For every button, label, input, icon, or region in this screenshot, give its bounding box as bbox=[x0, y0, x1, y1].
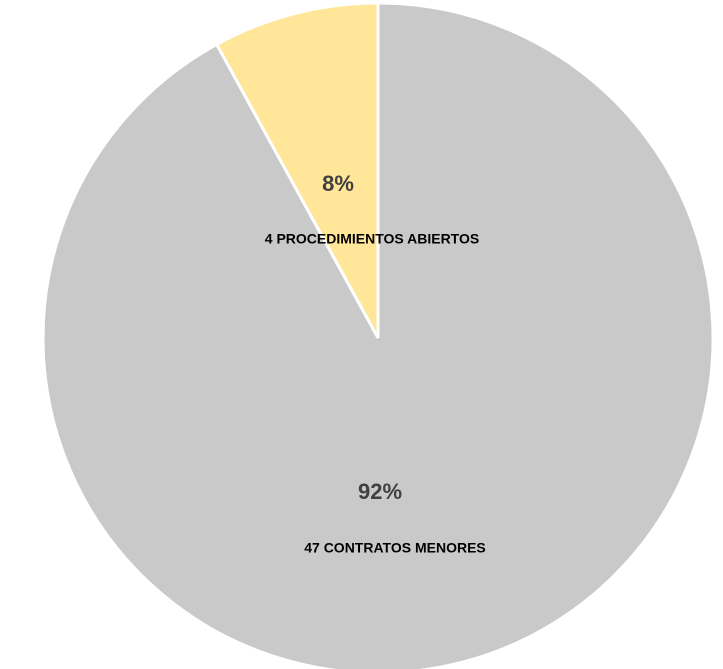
percent-label: 8% bbox=[322, 171, 354, 196]
pie-slice bbox=[41, 1, 715, 669]
pie-slice bbox=[214, 1, 380, 339]
category-label: 47 CONTRATOS MENORES bbox=[304, 540, 486, 556]
category-label: 4 PROCEDIMIENTOS ABIERTOS bbox=[265, 231, 479, 247]
percent-label: 92% bbox=[358, 479, 402, 504]
